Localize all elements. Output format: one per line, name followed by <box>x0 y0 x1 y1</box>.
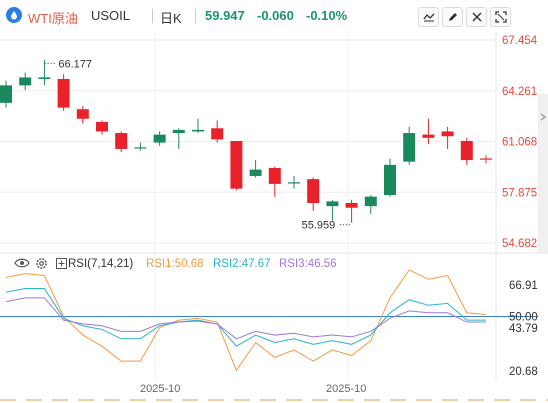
candle-body <box>134 147 147 149</box>
candle-body <box>422 134 435 138</box>
candle-body <box>192 129 204 132</box>
candle-body <box>268 168 281 184</box>
rsi1-value: RSI1:50.68 <box>146 258 204 270</box>
candle-body <box>345 202 358 208</box>
rsi3-value: RSI3:46.56 <box>279 258 337 270</box>
scrollbar[interactable] <box>538 94 548 254</box>
divider <box>152 9 153 23</box>
symbol-code: USOIL <box>91 8 131 23</box>
date-label: 2025-10 <box>140 383 180 395</box>
eye-icon[interactable] <box>14 257 30 272</box>
candle-body <box>96 121 108 132</box>
candle-body <box>480 158 492 160</box>
price-axis-label: 61.068 <box>502 137 537 149</box>
candle-body <box>115 133 128 149</box>
rsi-series-1 <box>5 269 487 372</box>
candle-body <box>384 164 396 196</box>
candle-body <box>288 182 300 184</box>
header-bar: WTI原油 USOIL 日K 59.947 -0.060 -0.10% <box>0 0 548 32</box>
rsi2-value: RSI2:47.67 <box>213 258 271 270</box>
candle-body <box>19 77 32 86</box>
symbol-name[interactable]: WTI原油 <box>28 11 78 26</box>
candle-body <box>364 196 377 207</box>
candle-body <box>57 79 70 108</box>
rsi-label: RSI(7,14,21) <box>68 258 134 270</box>
last-price: 59.947 <box>205 8 245 23</box>
fullscreen-icon[interactable] <box>490 7 511 27</box>
rsi-series-2 <box>5 288 486 347</box>
period-selector[interactable]: 日K <box>160 11 182 26</box>
oil-logo-icon <box>6 7 22 23</box>
candle-body <box>76 109 89 119</box>
candle-body <box>307 179 320 203</box>
rsi-axis-label: 43.79 <box>509 323 538 335</box>
price-axis-label: 64.261 <box>502 86 537 98</box>
candle-body <box>38 77 51 80</box>
price-change-pct: -0.10% <box>306 8 348 23</box>
line-chart-icon[interactable] <box>418 7 439 27</box>
rsi-axis-label: 50.00 <box>509 311 538 323</box>
price-axis-label: 67.454 <box>502 35 538 47</box>
candle-body <box>153 134 166 143</box>
high-label: 66.177 <box>58 58 92 70</box>
draw-icon[interactable] <box>442 7 463 27</box>
candle-body <box>230 140 243 189</box>
price-change: -0.060 <box>257 8 294 23</box>
divider <box>195 9 196 23</box>
price-axis-label: 54.682 <box>502 238 537 250</box>
rsi-series-3 <box>5 297 486 340</box>
expand-icon[interactable] <box>56 258 67 272</box>
candle-body <box>249 169 262 176</box>
candle-settings-icon[interactable] <box>466 7 487 27</box>
low-label: 55.959 <box>302 220 336 232</box>
candle-body <box>172 129 185 134</box>
candle-body <box>403 133 416 162</box>
settings-icon[interactable] <box>35 257 48 273</box>
rsi-axis-label: 66.91 <box>509 280 538 292</box>
price-axis-label: 57.875 <box>502 187 537 199</box>
date-label: 2025-10 <box>326 383 366 395</box>
rsi-axis-label: 20.68 <box>509 366 538 378</box>
candle-body <box>0 85 12 103</box>
candle-body <box>460 140 473 161</box>
candle-body <box>211 128 224 140</box>
candle-body <box>441 131 454 137</box>
candle-body <box>326 201 339 207</box>
